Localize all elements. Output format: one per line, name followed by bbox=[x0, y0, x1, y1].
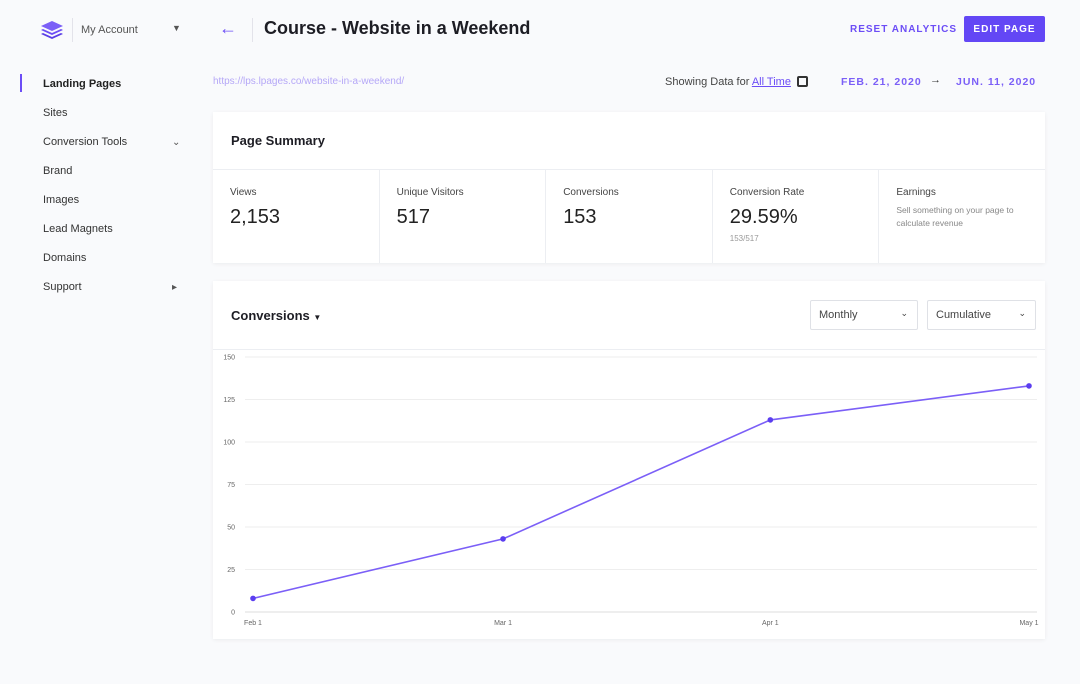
period-select[interactable]: Monthly ⌄ bbox=[810, 300, 918, 330]
y-tick-label: 150 bbox=[223, 355, 235, 362]
mode-select[interactable]: Cumulative ⌄ bbox=[927, 300, 1036, 330]
y-tick-label: 75 bbox=[227, 482, 235, 489]
calendar-icon[interactable] bbox=[797, 76, 808, 87]
series-line bbox=[252, 385, 1030, 600]
sidebar-item-sites[interactable]: Sites bbox=[0, 99, 200, 128]
sidebar-item-label: Conversion Tools bbox=[43, 136, 128, 148]
sidebar-item-label: Domains bbox=[43, 252, 87, 264]
chevron-down-icon: ⌄ bbox=[172, 137, 181, 148]
period-value: Monthly bbox=[819, 309, 858, 321]
data-point bbox=[500, 536, 506, 542]
divider bbox=[72, 18, 73, 42]
end-date[interactable]: JUN. 11, 2020 bbox=[956, 76, 1037, 88]
page-url-link[interactable]: https://lps.lpages.co/website-in-a-weeke… bbox=[213, 76, 405, 87]
chevron-down-icon: ⌄ bbox=[1018, 308, 1026, 318]
stat-desc: Sell something on your page to calculate… bbox=[896, 205, 1014, 228]
stat-value: 153 bbox=[563, 206, 597, 228]
data-point bbox=[767, 417, 774, 423]
card-title: Page Summary bbox=[231, 133, 325, 148]
sidebar-item-images[interactable]: Images bbox=[0, 186, 200, 215]
sidebar-item-label: Lead Magnets bbox=[43, 223, 113, 235]
sidebar-item-domains[interactable]: Domains bbox=[0, 244, 200, 273]
sidebar-item-landing-pages[interactable]: Landing Pages bbox=[0, 70, 200, 99]
conversions-card: Conversions ▼ Monthly ⌄ Cumulative ⌄ 0 25 50… bbox=[213, 281, 1045, 639]
y-tick-label: 125 bbox=[223, 397, 235, 404]
stat-sub: 153/517 bbox=[729, 234, 759, 243]
conversions-dropdown[interactable]: Conversions ▼ bbox=[231, 308, 321, 323]
sidebar: Landing Pages Sites Conversion Tools ⌄ Br… bbox=[0, 70, 200, 302]
stat-label: Conversion Rate bbox=[729, 187, 805, 198]
x-tick-label: Feb 1 bbox=[244, 620, 262, 627]
data-point bbox=[1026, 383, 1032, 389]
sidebar-item-support[interactable]: Support ▸ bbox=[0, 273, 200, 302]
all-time-link[interactable]: All Time bbox=[751, 76, 791, 88]
x-tick-label: Mar 1 bbox=[494, 620, 512, 627]
sidebar-item-label: Brand bbox=[43, 165, 73, 177]
y-tick-label: 0 bbox=[231, 610, 235, 617]
arrow-right-icon: → bbox=[930, 74, 941, 86]
sidebar-item-label: Sites bbox=[43, 107, 68, 119]
stat-value: 29.59% bbox=[729, 206, 798, 228]
stat-value: 2,153 bbox=[230, 206, 281, 228]
divider bbox=[252, 18, 253, 42]
stat-views: Views 2,153 bbox=[213, 170, 380, 263]
stat-unique-visitors: Unique Visitors 517 bbox=[380, 170, 547, 263]
stat-label: Earnings bbox=[896, 187, 936, 198]
sidebar-item-label: Images bbox=[43, 194, 80, 206]
stat-label: Unique Visitors bbox=[396, 187, 464, 198]
card-title: Conversions bbox=[231, 308, 310, 323]
sidebar-item-conversion-tools[interactable]: Conversion Tools ⌄ bbox=[0, 128, 200, 157]
account-menu[interactable]: My Account bbox=[81, 24, 138, 36]
chevron-down-icon: ⌄ bbox=[900, 308, 908, 318]
conversions-chart: 0 25 50 75 100 125 150 Feb 1 Mar 1 Apr 1 May 1 bbox=[223, 355, 1038, 628]
sidebar-item-label: Support bbox=[43, 281, 82, 293]
edit-page-button[interactable]: EDIT PAGE bbox=[964, 16, 1045, 42]
caret-down-icon: ▼ bbox=[313, 313, 322, 322]
y-tick-label: 100 bbox=[223, 440, 235, 447]
showing-label: Showing Data for bbox=[665, 76, 750, 88]
date-range-label: Showing Data for All Time bbox=[665, 76, 791, 88]
reset-analytics-button[interactable]: RESET ANALYTICS bbox=[850, 24, 958, 35]
sidebar-item-label: Landing Pages bbox=[43, 78, 122, 90]
back-arrow-icon[interactable]: ← bbox=[219, 18, 237, 38]
stat-conversions: Conversions 153 bbox=[546, 170, 713, 263]
divider bbox=[213, 349, 1045, 350]
stat-conversion-rate: Conversion Rate 29.59% 153/517 bbox=[713, 170, 880, 263]
page-title: Course - Website in a Weekend bbox=[264, 18, 531, 38]
mode-value: Cumulative bbox=[936, 309, 992, 321]
logo-icon bbox=[41, 21, 63, 39]
data-point bbox=[250, 595, 256, 602]
stat-label: Views bbox=[230, 187, 257, 198]
x-tick-label: May 1 bbox=[1019, 620, 1038, 627]
stat-label: Conversions bbox=[563, 187, 619, 198]
caret-down-icon[interactable]: ▼ bbox=[172, 23, 181, 33]
y-tick-label: 25 bbox=[227, 567, 235, 574]
caret-right-icon: ▸ bbox=[172, 282, 178, 293]
stat-value: 517 bbox=[396, 206, 430, 228]
sidebar-item-brand[interactable]: Brand bbox=[0, 157, 200, 186]
x-tick-label: Apr 1 bbox=[762, 620, 779, 627]
start-date[interactable]: FEB. 21, 2020 bbox=[841, 76, 922, 88]
y-tick-label: 50 bbox=[227, 525, 235, 532]
stat-earnings: Earnings Sell something on your page to c… bbox=[879, 170, 1045, 263]
sidebar-item-lead-magnets[interactable]: Lead Magnets bbox=[0, 215, 200, 244]
page-summary-card: Page Summary Views 2,153 Unique Visitors 5… bbox=[213, 112, 1045, 263]
